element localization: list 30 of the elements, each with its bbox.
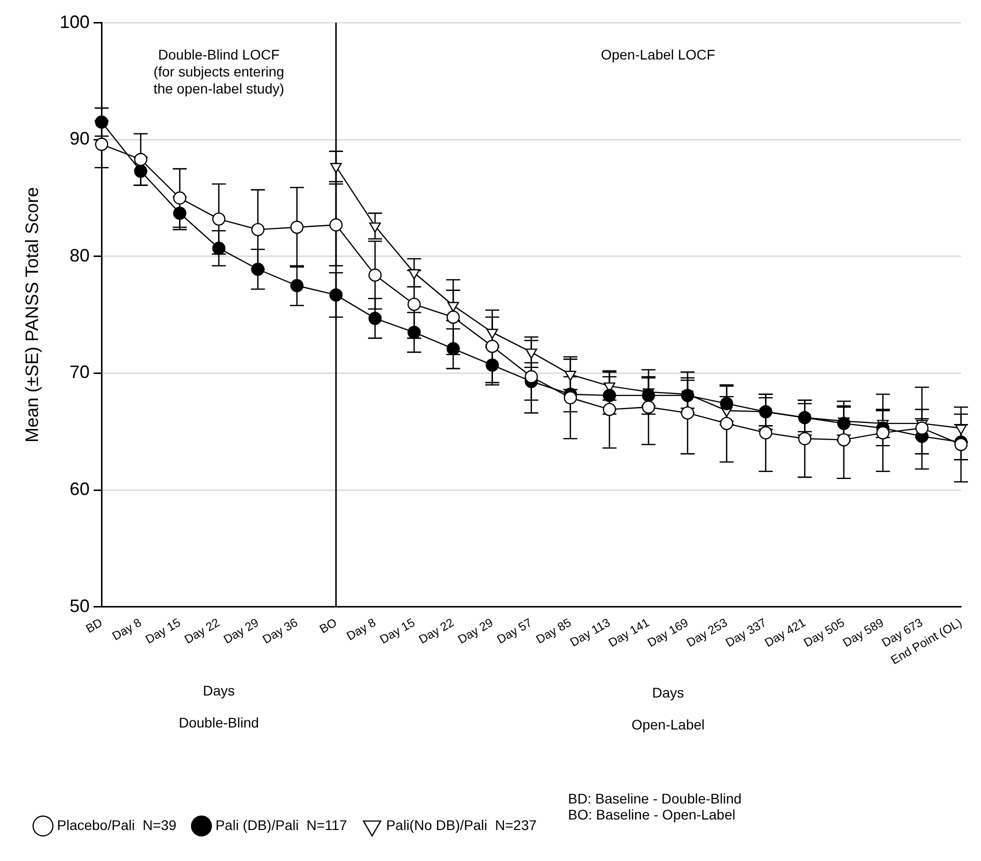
y-tick-label: 50 — [70, 596, 90, 616]
x-tick-label: Day 29 — [455, 615, 496, 647]
legend-label: Pali(No DB)/Pali N=237 — [386, 816, 537, 833]
y-tick-label: 70 — [70, 362, 90, 382]
x-tick-label: Day 29 — [221, 615, 262, 647]
y-tick-label: 90 — [70, 128, 90, 149]
y-tick-label: 100 — [60, 12, 90, 32]
x-tick-label: Day 22 — [416, 615, 457, 647]
text: Double-Blind — [178, 714, 259, 731]
x-tick-label: BD — [83, 615, 106, 636]
text: Open-Label — [631, 716, 705, 733]
text: BO: Baseline - Open-Label — [568, 806, 736, 823]
x-tick-label: Day 57 — [494, 615, 535, 647]
y-axis-title: Mean (±SE) PANSS Total Score — [22, 187, 42, 442]
text: Days — [202, 682, 235, 699]
legend-label: Pali (DB)/Pali N=117 — [215, 816, 348, 833]
x-tick-label: Day 8 — [110, 615, 144, 644]
x-tick-label: Day 36 — [260, 615, 300, 647]
y-tick-label: 60 — [70, 479, 90, 500]
annotation: Open-Label LOCF — [600, 46, 716, 63]
x-tick-label: Day 22 — [182, 615, 222, 647]
text: BD: Baseline - Double-Blind — [568, 790, 742, 807]
legend-label: Placebo/Pali N=39 — [57, 816, 177, 833]
x-tick-label: Day 15 — [142, 615, 184, 647]
x-tick-label: Day 15 — [377, 615, 418, 647]
x-tick-label: Day 8 — [344, 615, 378, 644]
x-tick-label: BO — [317, 615, 340, 636]
annotation: Double-Blind LOCF (for subjects entering the open-label study) — [153, 46, 284, 97]
y-tick-label: 80 — [70, 245, 90, 266]
text: Days — [652, 684, 684, 701]
